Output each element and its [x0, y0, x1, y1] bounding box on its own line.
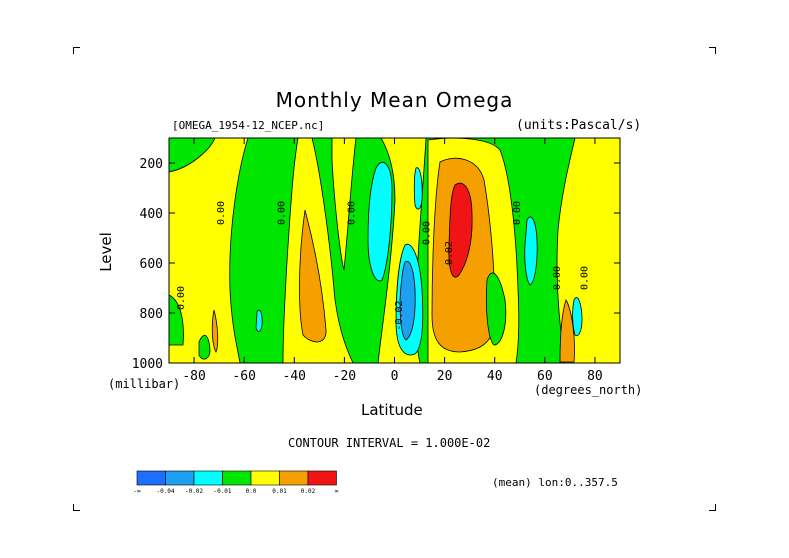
y-axis-units: (millibar) — [108, 377, 181, 391]
contour-region-minus-55-negative — [255, 309, 263, 332]
contour-region-south-pole-positive — [169, 138, 249, 363]
contour-label: 0.00 — [216, 201, 227, 225]
y-tick-label: 200 — [140, 157, 163, 172]
contour-region-minus-20-positive — [331, 138, 357, 271]
contour-label: 0.00 — [346, 201, 357, 225]
contour-region-nh-tropics-negative — [485, 272, 507, 346]
contour-label: -0.02 — [394, 300, 405, 330]
contour-region-plus-72-negative — [572, 297, 583, 337]
mean-longitude-text: (mean) lon:0..357.5 — [492, 476, 618, 489]
contour-region-minus-80-strong-positive — [211, 309, 219, 353]
colorbar-level-label: -0.04 — [156, 488, 174, 495]
colorbar-swatch — [165, 470, 195, 486]
x-tick-label: -40 — [283, 369, 306, 384]
units-label: (units:Pascal/s) — [516, 118, 642, 133]
colorbar-level-label: -0.02 — [185, 488, 203, 495]
x-tick-label: -80 — [182, 369, 205, 384]
contour-region-plus-55-negative — [524, 216, 538, 286]
colorbar-swatch — [250, 470, 280, 486]
colorbar-swatch — [307, 470, 337, 486]
contour-label: 0.00 — [176, 286, 187, 310]
dataset-label: [OMEGA_1954-12_NCEP.nc] — [172, 119, 325, 132]
colorbar-level-label: 0.01 — [272, 488, 287, 495]
contour-label: 0.00 — [579, 266, 590, 290]
contour-interval-text: CONTOUR INTERVAL = 1.000E-02 — [288, 436, 491, 450]
corner-mark-top-left — [73, 47, 80, 54]
colorbar-swatch — [279, 470, 309, 486]
contour-region-nh-tropics-peak-positive — [448, 182, 473, 278]
contour-region-equator-negative — [367, 162, 393, 282]
colorbar-level-label: 0.02 — [301, 488, 316, 495]
x-axis: -80 -60 -40 -20 0 20 40 60 80 — [182, 138, 603, 384]
contour-label: 0.00 — [512, 201, 523, 225]
contour-region-minus-70-negative — [198, 334, 211, 360]
colorbar: -∞ -0.04 -0.02 -0.01 0.0 0.01 0.02 ∞ — [133, 470, 339, 495]
colorbar-level-label: ∞ — [335, 488, 339, 495]
contour-region-plus-5-strong-negative — [399, 260, 416, 341]
contour-region-north-pole-strong-positive — [559, 299, 575, 363]
colorbar-swatch — [193, 470, 223, 486]
y-tick-label: 400 — [140, 207, 163, 222]
contour-region-south-pole-negative — [169, 294, 184, 346]
colorbar-level-label: -∞ — [133, 488, 141, 495]
contour-label: 0.00 — [422, 221, 433, 245]
x-tick-label: 60 — [537, 369, 553, 384]
x-tick-label: 80 — [587, 369, 603, 384]
x-tick-label: -20 — [333, 369, 356, 384]
colorbar-level-label: -0.01 — [213, 488, 231, 495]
colorbar-swatch — [222, 470, 252, 486]
contour-label: 0.00 — [552, 266, 563, 290]
x-axis-label: Latitude — [361, 401, 423, 419]
corner-mark-bottom-left — [73, 504, 80, 511]
x-tick-label: 20 — [437, 369, 453, 384]
x-tick-label: 40 — [487, 369, 503, 384]
x-tick-label: 0 — [391, 369, 399, 384]
y-tick-label: 1000 — [132, 357, 163, 372]
y-tick-label: 600 — [140, 257, 163, 272]
contour-region-minus-40-strong-positive — [299, 209, 327, 343]
corner-mark-top-right — [709, 47, 716, 54]
colorbar-level-label: 0.0 — [246, 488, 257, 495]
contour-label: 0.00 — [276, 201, 287, 225]
x-tick-label: -60 — [232, 369, 255, 384]
contour-field — [169, 138, 620, 363]
contour-region-plus-12-negative — [413, 167, 423, 210]
y-tick-label: 800 — [140, 307, 163, 322]
colorbar-swatch — [136, 470, 166, 486]
corner-mark-bottom-right — [709, 504, 716, 511]
x-axis-units: (degrees_north) — [534, 383, 643, 397]
chart-title: Monthly Mean Omega — [275, 88, 514, 112]
contour-labels: 0.00 0.00 0.00 0.00 -0.02 0.00 0.02 0.00 0.00 0.0… — [176, 201, 590, 331]
y-axis: 200 400 600 800 1000 — [132, 157, 620, 372]
contour-label: 0.02 — [444, 241, 455, 265]
